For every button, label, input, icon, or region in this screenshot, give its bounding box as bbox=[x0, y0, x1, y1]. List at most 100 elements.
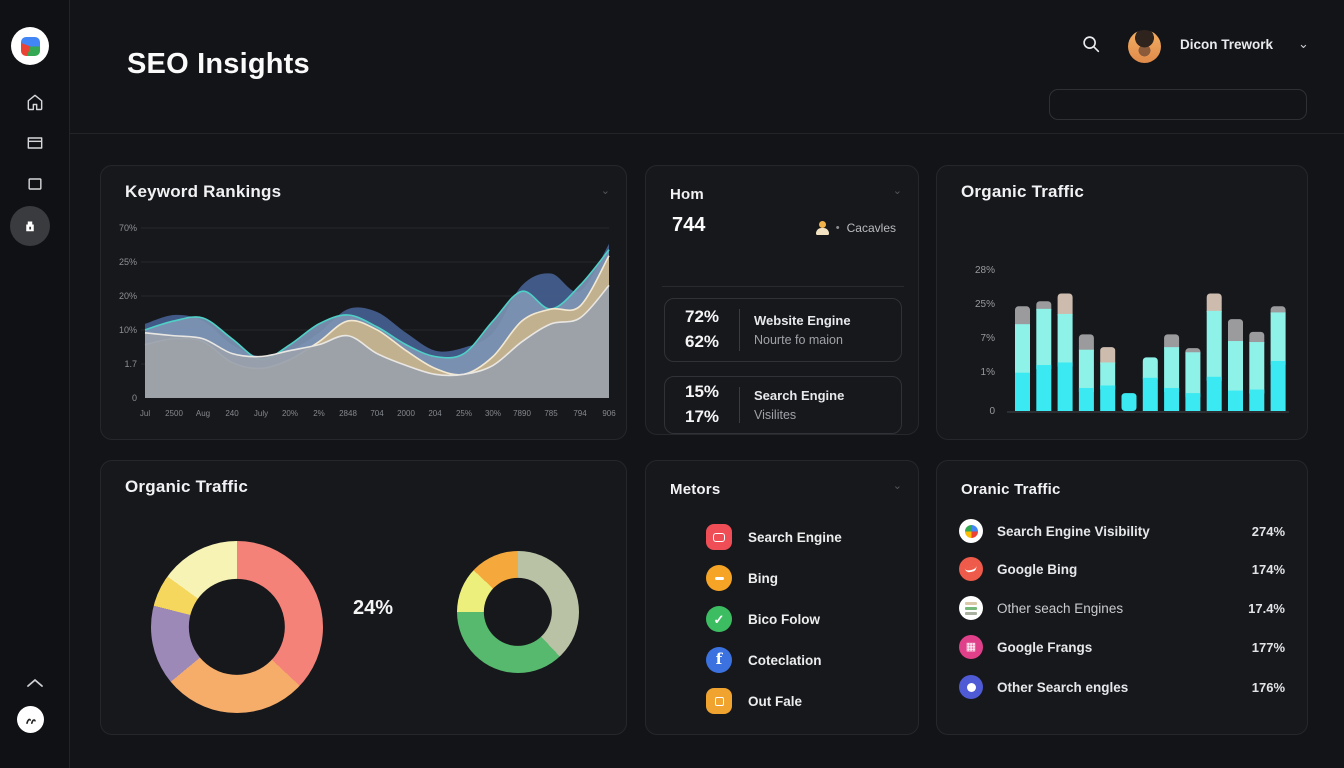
stat-box-search-engine[interactable]: 15% 17% Search Engine Visilites bbox=[664, 376, 902, 434]
svg-text:704: 704 bbox=[370, 409, 384, 418]
divider bbox=[739, 309, 740, 351]
list-item-search-engine-visibility[interactable]: Search Engine Visibility 274% bbox=[959, 519, 1285, 543]
donut-chart-small bbox=[457, 551, 579, 673]
svg-text:204: 204 bbox=[428, 409, 442, 418]
card-title: Oranic Traffic bbox=[961, 481, 1061, 498]
card-menu-chevron-icon[interactable]: ⌄ bbox=[892, 480, 902, 492]
google-pie-icon bbox=[959, 519, 983, 543]
svg-text:1%: 1% bbox=[981, 367, 996, 378]
check-icon: ✓ bbox=[706, 606, 732, 632]
svg-text:30%: 30% bbox=[485, 409, 501, 418]
square-icon bbox=[706, 688, 732, 714]
svg-text:2500: 2500 bbox=[165, 409, 183, 418]
home-icon bbox=[27, 94, 43, 111]
svg-text:70%: 70% bbox=[119, 223, 137, 233]
collapse-chevron-up-icon[interactable] bbox=[0, 678, 70, 688]
book-icon bbox=[27, 137, 43, 149]
list-item-bing[interactable]: Bing bbox=[706, 565, 778, 591]
search-icon[interactable] bbox=[1080, 33, 1102, 60]
stat-percents: 15% 17% bbox=[684, 382, 720, 426]
list-item-label: Out Fale bbox=[748, 693, 803, 709]
divider bbox=[739, 387, 740, 423]
list-item-label: Google Bing bbox=[997, 561, 1078, 577]
list-item-coteclation[interactable]: f Coteclation bbox=[706, 647, 822, 673]
stripes-icon bbox=[959, 596, 983, 620]
svg-text:794: 794 bbox=[573, 409, 587, 418]
card-title: Hom bbox=[670, 186, 704, 203]
list-item-label: Other Search engles bbox=[997, 679, 1129, 695]
card-title: Organic Traffic bbox=[961, 182, 1084, 201]
dot-icon bbox=[959, 675, 983, 699]
svg-text:2848: 2848 bbox=[339, 409, 357, 418]
svg-text:240: 240 bbox=[225, 409, 239, 418]
svg-text:2000: 2000 bbox=[397, 409, 415, 418]
list-item-label: Search Engine Visibility bbox=[997, 523, 1150, 539]
divider bbox=[662, 286, 904, 287]
card-menu-chevron-icon[interactable]: ⌄ bbox=[600, 185, 610, 197]
list-item-search-engine[interactable]: Search Engine bbox=[706, 524, 842, 550]
hom-meta: • Cacavles bbox=[815, 221, 896, 235]
sidebar-item-home[interactable] bbox=[0, 85, 70, 119]
svg-text:785: 785 bbox=[544, 409, 558, 418]
donut-chart-large bbox=[151, 541, 323, 713]
svg-text:2%: 2% bbox=[313, 409, 325, 418]
list-item-label: Other seach Engines bbox=[997, 600, 1124, 616]
svg-text:25%: 25% bbox=[975, 299, 995, 310]
user-name[interactable]: Dicon Trework bbox=[1180, 37, 1274, 52]
card-title: Organic Traffic bbox=[125, 477, 248, 496]
app-logo[interactable] bbox=[11, 27, 49, 65]
svg-text:906: 906 bbox=[602, 409, 616, 418]
page-title: SEO Insights bbox=[127, 48, 310, 80]
svg-text:Aug: Aug bbox=[196, 409, 210, 418]
search-input[interactable] bbox=[1049, 89, 1307, 120]
card-menu-chevron-icon[interactable]: ⌄ bbox=[892, 185, 902, 197]
card-title: Keyword Rankings bbox=[125, 182, 282, 201]
svg-text:0: 0 bbox=[989, 406, 995, 417]
swoosh-icon bbox=[959, 557, 983, 581]
svg-text:0: 0 bbox=[132, 393, 137, 403]
list-item-value: 176% bbox=[1251, 679, 1285, 695]
person-icon bbox=[815, 221, 829, 235]
list-item-other-search-engines[interactable]: Other seach Engines 17.4% bbox=[959, 596, 1285, 620]
sidebar-item-reports[interactable] bbox=[0, 126, 70, 160]
list-item-value: 17.4% bbox=[1248, 600, 1285, 616]
list-item-google-bing[interactable]: Google Bing 174% bbox=[959, 557, 1285, 581]
hom-meta-label: Cacavles bbox=[846, 221, 896, 235]
sidebar-item-pages[interactable] bbox=[0, 167, 70, 201]
sidebar-item-dashboard-active[interactable] bbox=[10, 206, 50, 246]
stat-label-1: Website Engine bbox=[754, 313, 851, 328]
user-avatar[interactable] bbox=[1128, 30, 1161, 63]
list-item-label: Bico Folow bbox=[748, 611, 820, 627]
svg-text:28%: 28% bbox=[975, 265, 995, 276]
svg-text:25%: 25% bbox=[119, 257, 137, 267]
stat-box-website-engine[interactable]: 72% 62% Website Engine Nourte fo maion bbox=[664, 298, 902, 362]
card-organic-traffic-donuts: Organic Traffic 24% bbox=[100, 460, 627, 735]
list-item-value: 174% bbox=[1251, 561, 1285, 577]
list-item-google-frangs[interactable]: ▦ Google Frangs 177% bbox=[959, 635, 1285, 659]
card-organic-traffic-bars: Organic Traffic 28% 25% 7% 1% 0 bbox=[936, 165, 1308, 440]
card-title: Metors bbox=[670, 481, 721, 498]
svg-text:20%: 20% bbox=[119, 291, 137, 301]
list-item-label: Bing bbox=[748, 570, 778, 586]
stat-percents: 72% 62% bbox=[684, 307, 720, 351]
card-hom: Hom ⌄ 744 • Cacavles 72% 62% Website Engi… bbox=[645, 165, 919, 435]
header-divider bbox=[70, 133, 1344, 134]
list-item-out-fale[interactable]: Out Fale bbox=[706, 688, 802, 714]
svg-text:7890: 7890 bbox=[513, 409, 531, 418]
video-icon bbox=[706, 524, 732, 550]
svg-text:7%: 7% bbox=[981, 333, 996, 344]
google-logo-icon bbox=[20, 36, 40, 56]
sidebar bbox=[0, 0, 70, 768]
sidebar-mini-avatar[interactable] bbox=[17, 706, 44, 733]
svg-text:Jul: Jul bbox=[140, 409, 150, 418]
svg-text:July: July bbox=[254, 409, 268, 418]
list-item-bico-folow[interactable]: ✓ Bico Folow bbox=[706, 606, 820, 632]
donut-percentage-label: 24% bbox=[353, 597, 394, 619]
list-item-other-search-engles[interactable]: Other Search engles 176% bbox=[959, 675, 1285, 699]
user-menu-chevron-down-icon[interactable]: ⌄ bbox=[1298, 36, 1309, 51]
svg-text:25%: 25% bbox=[456, 409, 472, 418]
stat-label-2: Visilites bbox=[754, 408, 797, 422]
svg-text:1.7: 1.7 bbox=[124, 359, 137, 369]
